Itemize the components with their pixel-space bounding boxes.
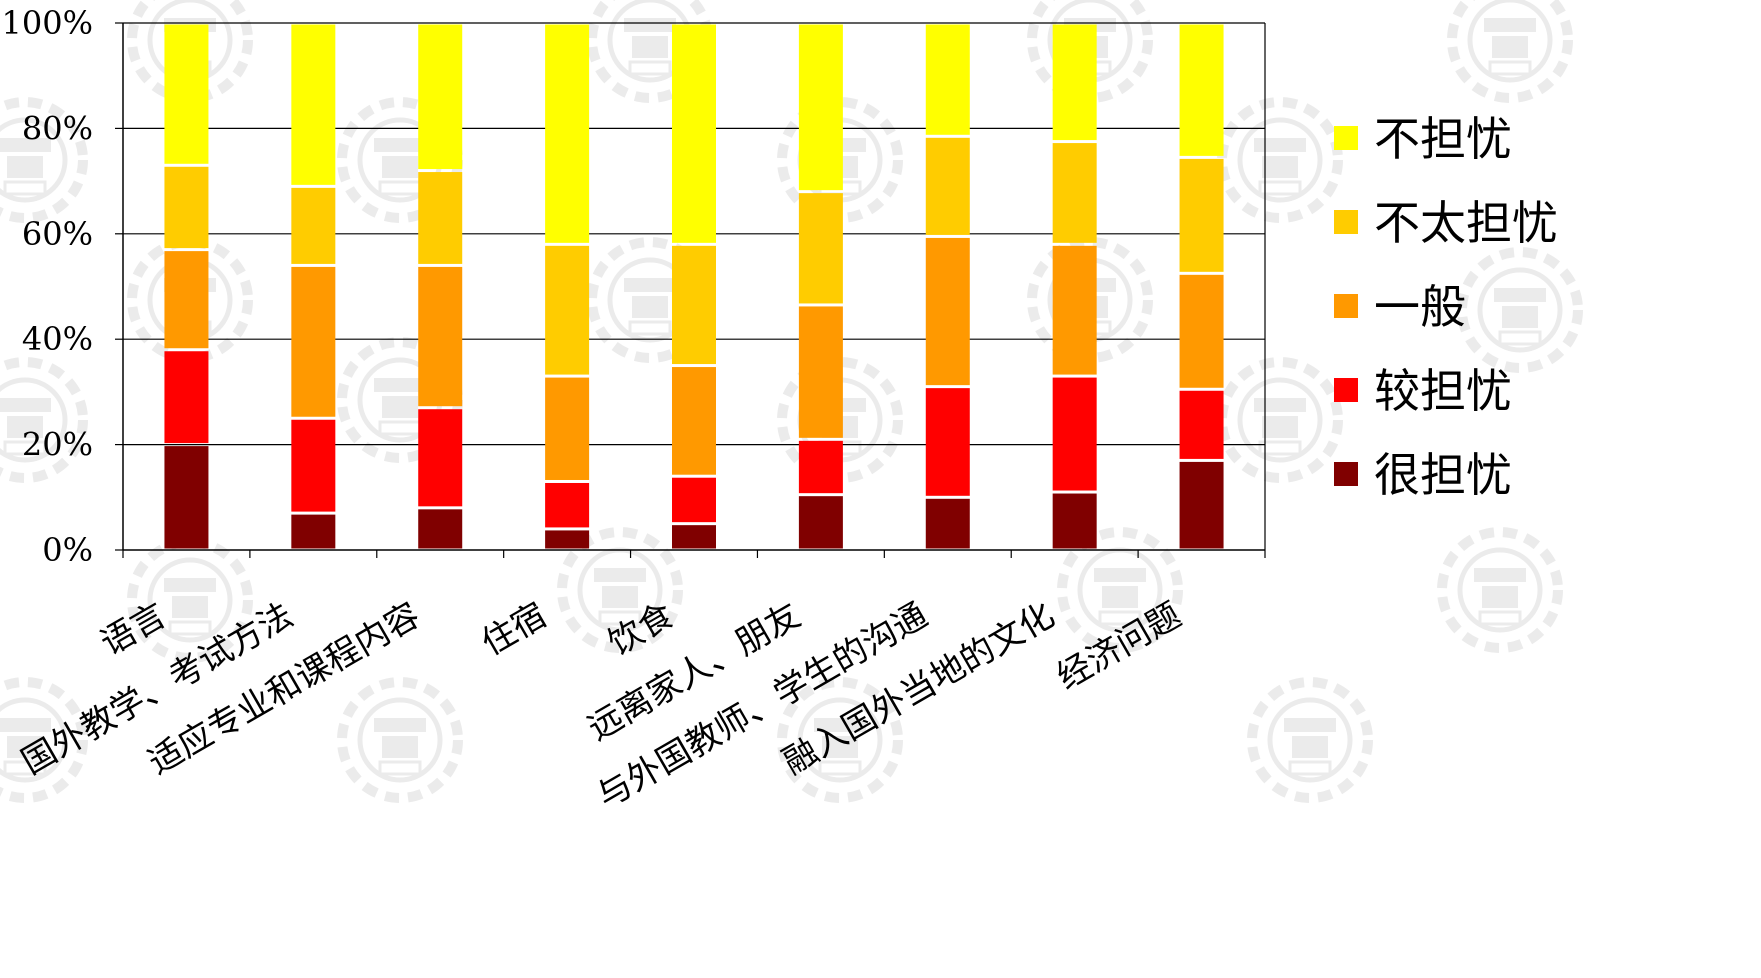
legend-label: 不太担忧	[1374, 196, 1558, 250]
watermark-emblem	[1462, 252, 1578, 368]
y-tick-label: 100%	[2, 4, 93, 42]
bar-segment	[164, 351, 209, 444]
legend-swatch	[1334, 126, 1358, 150]
bar-segment	[798, 193, 843, 304]
bar-segment	[672, 24, 716, 243]
watermark-emblem	[342, 682, 458, 798]
watermark-emblem	[1252, 682, 1368, 798]
bar-segment	[291, 187, 336, 264]
y-tick-label: 0%	[42, 531, 93, 569]
bar-segment	[1179, 24, 1224, 156]
bar-segment	[672, 477, 716, 523]
bar-segment	[418, 509, 463, 549]
bar-segment	[1052, 143, 1097, 243]
bar-segment	[1052, 245, 1097, 375]
bar-segment	[418, 24, 463, 170]
bar-segment	[798, 24, 843, 191]
bar-segment	[925, 498, 970, 549]
bar-segment	[1179, 390, 1224, 459]
bar-segment	[418, 266, 463, 407]
bar-segment	[545, 530, 590, 549]
bar-segment	[291, 266, 336, 417]
bar-segment	[925, 388, 970, 496]
bar-segment	[672, 245, 716, 365]
legend-label: 较担忧	[1374, 364, 1512, 418]
legend-swatch	[1334, 294, 1358, 318]
bar-segment	[798, 440, 843, 494]
bar-segment	[798, 306, 843, 438]
y-tick-label: 60%	[22, 215, 93, 253]
bar-segment	[545, 24, 590, 243]
y-axis-tick-labels: 0% 20% 40% 60% 80% 100%	[2, 4, 93, 569]
legend-swatch	[1334, 210, 1358, 234]
legend-label: 不担忧	[1374, 112, 1512, 166]
bar-segment	[291, 24, 336, 185]
bar-segment	[925, 237, 970, 386]
bar-segment	[291, 419, 336, 512]
legend-label: 很担忧	[1374, 448, 1512, 502]
bar-segment	[1179, 274, 1224, 388]
bar-segment	[925, 137, 970, 235]
bar-segment	[418, 172, 463, 264]
y-tick-label: 80%	[22, 109, 93, 147]
bar-segment	[1179, 461, 1224, 549]
bar-segment	[1052, 24, 1097, 141]
bar-segment	[164, 24, 209, 164]
bars	[164, 24, 1224, 549]
bar-segment	[672, 367, 716, 475]
bar-segment	[925, 24, 970, 135]
bar-segment	[798, 496, 843, 549]
legend-swatch	[1334, 378, 1358, 402]
bar-segment	[672, 525, 716, 549]
bar-segment	[1179, 158, 1224, 272]
bar-segment	[545, 377, 590, 480]
bar-segment	[164, 251, 209, 349]
legend-label: 一般	[1374, 280, 1466, 334]
watermark-emblem	[1222, 102, 1338, 218]
bar-segment	[164, 166, 209, 249]
bar-segment	[164, 446, 209, 549]
y-tick-label: 20%	[22, 426, 93, 464]
bar-segment	[1052, 493, 1097, 549]
bar-segment	[545, 482, 590, 528]
y-tick-label: 40%	[22, 320, 93, 358]
bar-segment	[291, 514, 336, 549]
x-tick-label: 住宿	[475, 595, 554, 664]
bar-segment	[418, 409, 463, 507]
bar-segment	[545, 245, 590, 375]
watermark-emblem	[1222, 362, 1338, 478]
bar-segment	[1052, 377, 1097, 491]
legend-swatch	[1334, 462, 1358, 486]
axes	[115, 22, 1266, 558]
watermark-emblem	[1452, 0, 1568, 98]
watermark-emblem	[1442, 532, 1558, 648]
